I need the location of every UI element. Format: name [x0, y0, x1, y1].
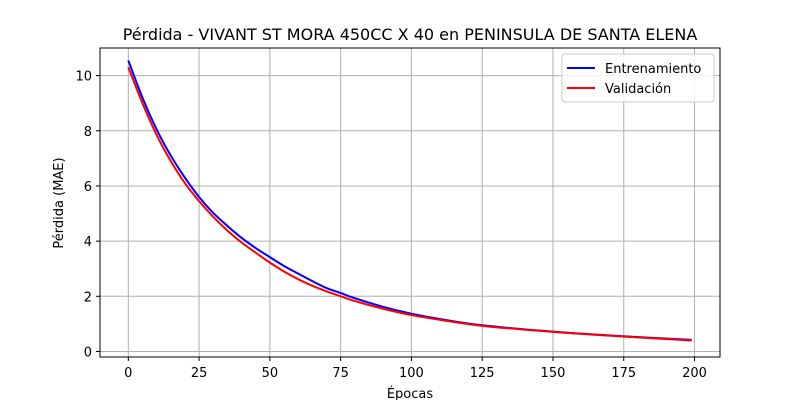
chart-title: Pérdida - VIVANT ST MORA 450CC X 40 en P… [123, 25, 698, 44]
x-tick-label: 25 [191, 366, 208, 381]
y-axis-ticks: 0 2 4 6 8 10 [75, 70, 100, 360]
series-line-validacion [127, 66, 692, 342]
legend-label: Validación [605, 82, 671, 97]
y-tick-label: 2 [84, 290, 92, 305]
y-tick-label: 0 [84, 345, 92, 360]
x-axis-label: Épocas [387, 386, 434, 400]
x-axis-ticks: 0 25 50 75 100 125 150 175 200 [124, 357, 707, 381]
x-tick-label: 175 [611, 366, 636, 381]
series-lines [127, 60, 692, 342]
y-axis-label: Pérdida (MAE) [52, 157, 67, 248]
x-tick-label: 125 [470, 366, 495, 381]
plot-frame [99, 47, 721, 358]
y-tick-label: 4 [84, 235, 92, 250]
x-tick-label: 50 [262, 366, 279, 381]
x-tick-label: 150 [541, 366, 566, 381]
legend-box [561, 53, 715, 103]
x-tick-label: 0 [124, 366, 132, 381]
legend: Entrenamiento Validación [561, 53, 715, 103]
x-tick-label: 100 [399, 366, 424, 381]
x-tick-label: 75 [332, 366, 349, 381]
x-tick-label: 200 [682, 366, 707, 381]
y-tick-label: 6 [84, 180, 92, 195]
y-tick-label: 10 [75, 70, 92, 85]
legend-label: Entrenamiento [605, 62, 701, 77]
y-tick-label: 8 [84, 125, 92, 140]
